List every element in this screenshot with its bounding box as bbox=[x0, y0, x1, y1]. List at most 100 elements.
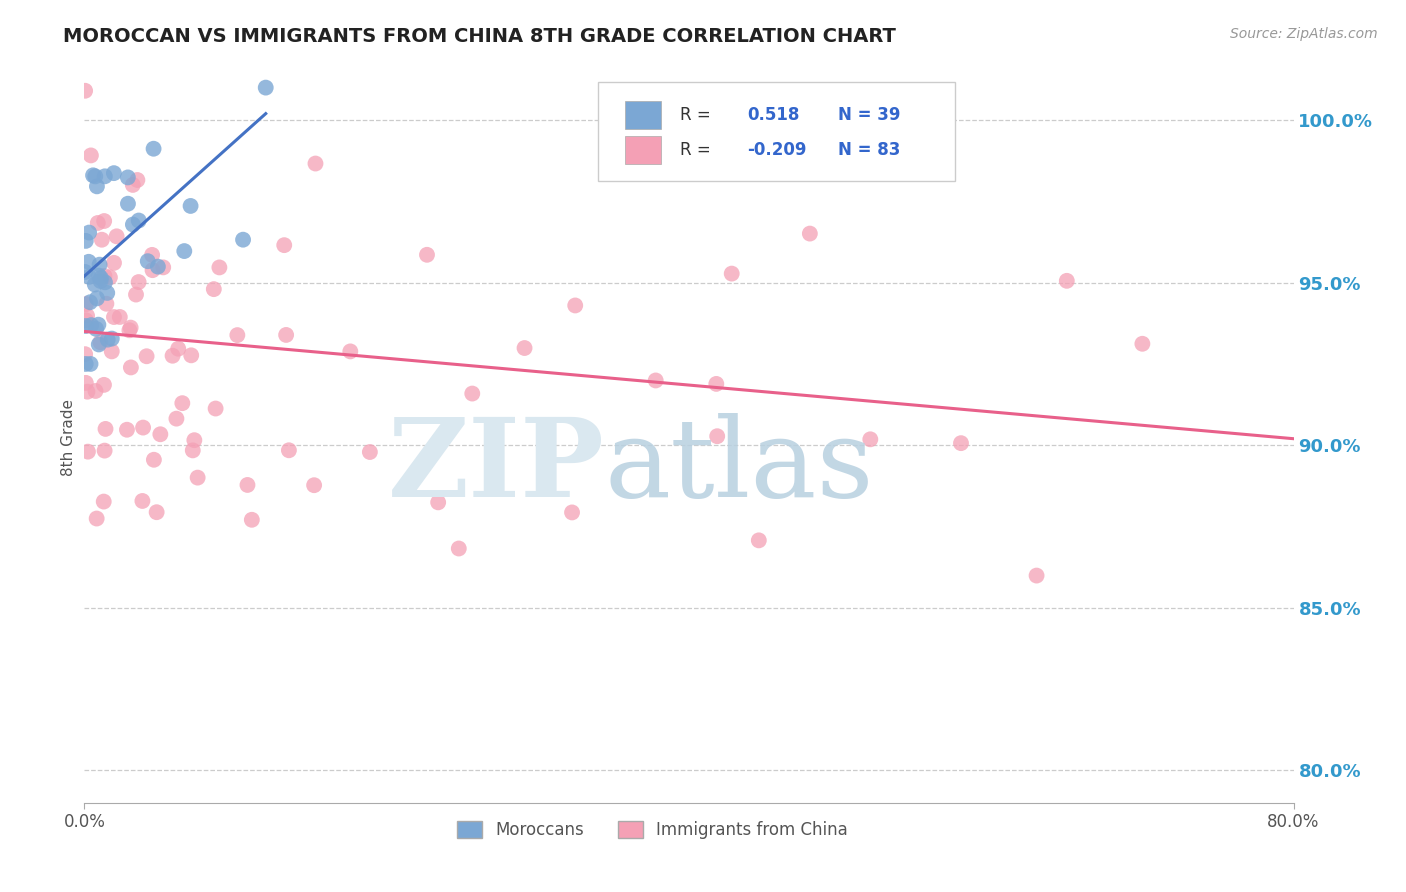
Point bbox=[87, 337, 110, 351]
Point bbox=[180, 348, 202, 362]
Text: N = 83: N = 83 bbox=[838, 141, 900, 159]
Point bbox=[120, 360, 142, 375]
Point bbox=[127, 173, 149, 187]
Point bbox=[232, 233, 254, 247]
Point bbox=[132, 420, 155, 434]
Point bbox=[799, 227, 821, 241]
Point bbox=[204, 401, 226, 416]
Point bbox=[94, 169, 117, 184]
Point bbox=[165, 411, 187, 425]
Point bbox=[302, 478, 325, 492]
Point bbox=[142, 452, 165, 467]
Point bbox=[75, 313, 97, 327]
Point bbox=[90, 233, 112, 247]
Y-axis label: 8th Grade: 8th Grade bbox=[60, 399, 76, 475]
Point bbox=[181, 443, 204, 458]
Point bbox=[86, 291, 108, 305]
Point bbox=[75, 318, 97, 333]
Point bbox=[103, 166, 125, 180]
Point bbox=[180, 199, 202, 213]
Point bbox=[141, 248, 163, 262]
Point bbox=[75, 357, 97, 371]
Point bbox=[121, 178, 143, 192]
Point bbox=[87, 318, 110, 332]
Point bbox=[461, 386, 484, 401]
Point bbox=[513, 341, 536, 355]
Point bbox=[1056, 274, 1078, 288]
Point bbox=[75, 265, 97, 279]
Point bbox=[416, 248, 439, 262]
Point bbox=[96, 285, 118, 300]
Point bbox=[115, 423, 138, 437]
Point bbox=[135, 349, 157, 363]
Point bbox=[105, 229, 128, 244]
Point bbox=[79, 357, 101, 371]
Point bbox=[86, 511, 108, 525]
Point bbox=[75, 84, 97, 98]
Point bbox=[173, 244, 195, 258]
Point bbox=[94, 422, 117, 436]
Point bbox=[101, 332, 124, 346]
Point bbox=[98, 270, 121, 285]
Point bbox=[90, 271, 112, 285]
Point bbox=[122, 218, 145, 232]
Point bbox=[77, 444, 100, 458]
Point bbox=[447, 541, 470, 556]
Text: R =: R = bbox=[681, 106, 711, 124]
Point bbox=[172, 396, 194, 410]
Point bbox=[240, 513, 263, 527]
Text: ZIP: ZIP bbox=[388, 413, 605, 520]
Point bbox=[339, 344, 361, 359]
Point bbox=[94, 276, 117, 290]
Point bbox=[89, 335, 111, 350]
Text: MOROCCAN VS IMMIGRANTS FROM CHINA 8TH GRADE CORRELATION CHART: MOROCCAN VS IMMIGRANTS FROM CHINA 8TH GR… bbox=[63, 27, 896, 45]
Point bbox=[304, 156, 326, 170]
FancyBboxPatch shape bbox=[624, 136, 661, 163]
Point bbox=[80, 318, 103, 332]
Text: 0.518: 0.518 bbox=[747, 106, 800, 124]
Point bbox=[82, 169, 104, 183]
Point bbox=[86, 179, 108, 194]
Text: R =: R = bbox=[681, 141, 711, 159]
Point bbox=[208, 260, 231, 275]
Point bbox=[75, 347, 97, 361]
Point bbox=[146, 260, 169, 274]
Point bbox=[87, 216, 110, 230]
Point bbox=[75, 234, 97, 248]
Point bbox=[84, 384, 107, 398]
Point bbox=[89, 258, 111, 272]
Point bbox=[748, 533, 770, 548]
Point bbox=[128, 275, 150, 289]
Point bbox=[141, 263, 163, 277]
Text: atlas: atlas bbox=[605, 413, 875, 520]
Point bbox=[93, 214, 115, 228]
Point bbox=[254, 80, 277, 95]
Point bbox=[93, 443, 115, 458]
Point bbox=[118, 323, 141, 337]
Point bbox=[96, 297, 118, 311]
Point bbox=[162, 349, 184, 363]
Point bbox=[167, 342, 190, 356]
Point bbox=[83, 277, 105, 292]
Point bbox=[149, 427, 172, 442]
Point bbox=[117, 196, 139, 211]
Point bbox=[80, 148, 103, 162]
Point bbox=[359, 445, 381, 459]
Point bbox=[128, 213, 150, 227]
Point bbox=[108, 310, 131, 324]
Point bbox=[77, 226, 100, 240]
Point bbox=[84, 322, 107, 336]
Point bbox=[720, 267, 742, 281]
Point bbox=[273, 238, 295, 252]
Point bbox=[427, 495, 450, 509]
Text: N = 39: N = 39 bbox=[838, 106, 900, 124]
Point bbox=[77, 254, 100, 268]
Point bbox=[131, 494, 153, 508]
Point bbox=[236, 478, 259, 492]
Point bbox=[75, 376, 97, 390]
Point bbox=[277, 443, 299, 458]
Point bbox=[644, 374, 666, 388]
Point bbox=[103, 310, 125, 324]
Point bbox=[950, 436, 973, 450]
Point bbox=[79, 295, 101, 310]
